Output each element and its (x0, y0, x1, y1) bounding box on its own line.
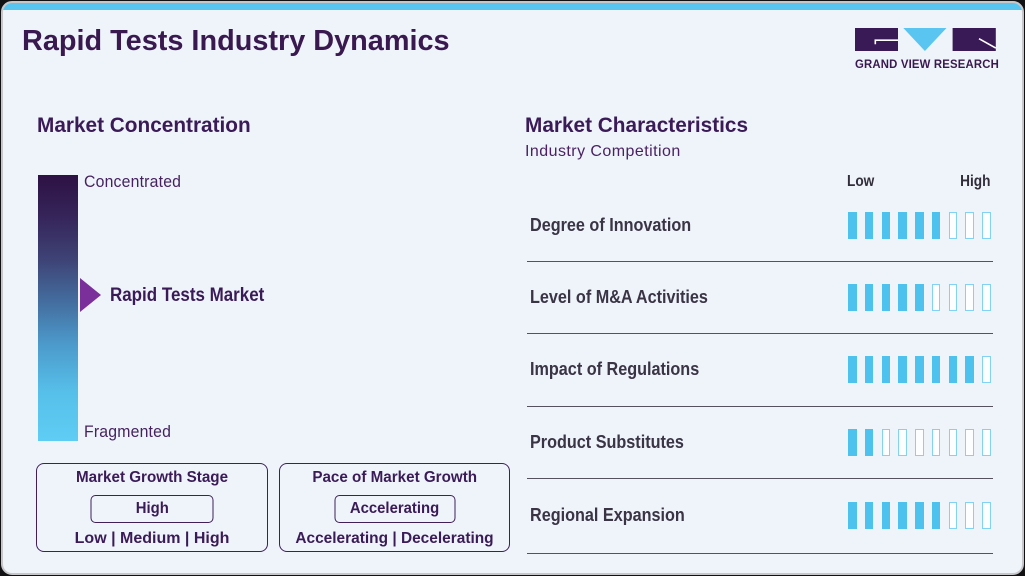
characteristic-row: Regional Expansion (527, 479, 993, 554)
rating-segment-filled (965, 356, 974, 384)
rating-segment-empty (881, 428, 890, 456)
growth-stage-value-box: High (90, 495, 214, 523)
rating-bars (848, 356, 991, 384)
rating-segment-empty (965, 428, 974, 456)
rating-segment-empty (982, 356, 991, 384)
rating-segment-empty (982, 284, 991, 311)
growth-stage-value: High (135, 499, 169, 517)
rating-segment-filled (881, 502, 890, 530)
growth-stage-title: Market Growth Stage (75, 469, 229, 486)
rating-segment-empty (982, 212, 991, 239)
rating-segment-filled (881, 212, 890, 239)
characteristic-row: Degree of Innovation (527, 190, 993, 262)
rating-segment-filled (881, 356, 890, 384)
pace-of-growth-box: Pace of Market Growth Accelerating Accel… (279, 463, 510, 552)
rating-segment-filled (931, 502, 941, 530)
rating-segment-empty (931, 428, 941, 456)
gvr-logo-icon (855, 28, 996, 51)
rating-segment-empty (965, 502, 974, 530)
industry-competition-subheading: Industry Competition (525, 142, 681, 160)
scale-low-label: Low (847, 173, 875, 190)
rating-segment-empty (948, 502, 957, 530)
rating-segment-empty (948, 428, 957, 456)
characteristic-label: Level of M&A Activities (530, 287, 708, 307)
rating-segment-empty (982, 502, 991, 530)
rating-segment-filled (848, 284, 857, 311)
market-concentration-heading: Market Concentration (37, 114, 251, 137)
top-accent-strip (3, 3, 1022, 10)
rating-segment-filled (848, 428, 857, 456)
rating-segment-filled (915, 212, 924, 239)
rating-segment-filled (864, 212, 874, 239)
characteristics-panel: Degree of Innovation Level of M&A Activit… (527, 3, 993, 573)
growth-stage-options: Low | Medium | High (74, 530, 230, 547)
rating-segment-filled (931, 212, 941, 239)
brand-name: GRAND VIEW RESEARCH (855, 57, 999, 71)
characteristic-label: Product Substitutes (530, 431, 684, 452)
rating-segment-filled (915, 284, 924, 311)
characteristic-label: Regional Expansion (530, 505, 685, 526)
rating-segment-filled (915, 356, 924, 384)
growth-pace-value: Accelerating (349, 499, 440, 517)
brand-logo: GRAND VIEW RESEARCH (855, 28, 999, 71)
characteristic-label: Degree of Innovation (530, 215, 692, 235)
concentration-gradient-bar (38, 175, 78, 441)
rating-segment-filled (898, 212, 907, 239)
rating-segment-empty (898, 428, 907, 456)
rating-segment-empty (948, 284, 957, 311)
market-marker-label: Rapid Tests Market (110, 284, 265, 306)
characteristic-row: Impact of Regulations (527, 334, 993, 407)
rating-segment-empty (965, 212, 974, 239)
market-growth-stage-box: Market Growth Stage High Low | Medium | … (36, 463, 268, 552)
growth-pace-title: Pace of Market Growth (312, 469, 477, 486)
rating-bars (848, 284, 991, 311)
market-characteristics-heading: Market Characteristics (525, 114, 749, 137)
rating-segment-filled (898, 284, 907, 311)
rating-segment-filled (915, 502, 924, 530)
rating-segment-filled (864, 284, 874, 311)
rating-segment-filled (881, 284, 890, 311)
characteristic-row: Product Substitutes (527, 407, 993, 479)
rating-bars (848, 502, 991, 530)
market-marker-arrow-icon (80, 278, 101, 312)
rating-segment-filled (948, 356, 957, 384)
page-title: Rapid Tests Industry Dynamics (22, 25, 450, 57)
concentrated-label: Concentrated (84, 173, 182, 191)
rating-segment-empty (915, 428, 924, 456)
rating-segment-filled (848, 502, 857, 530)
rating-segment-filled (931, 356, 941, 384)
rating-segment-filled (898, 356, 907, 384)
scale-header: Low High (847, 173, 990, 191)
fragmented-label: Fragmented (84, 422, 172, 441)
rating-segment-filled (864, 428, 874, 456)
characteristic-row: Level of M&A Activities (527, 262, 993, 334)
growth-pace-options: Accelerating | Decelerating (295, 530, 494, 547)
rating-segment-empty (931, 284, 941, 311)
rating-segment-filled (848, 356, 857, 384)
rating-bars (848, 212, 991, 239)
rating-segment-filled (864, 502, 874, 530)
scale-high-label: High (959, 173, 990, 190)
rating-segment-filled (898, 502, 907, 530)
characteristic-label: Impact of Regulations (530, 359, 700, 380)
rating-segment-filled (848, 212, 857, 239)
growth-pace-value-box: Accelerating (334, 495, 455, 523)
rating-segment-empty (982, 428, 991, 456)
rating-bars (848, 428, 991, 456)
rating-segment-empty (948, 212, 957, 239)
rating-segment-filled (864, 356, 874, 384)
rating-segment-empty (965, 284, 974, 311)
